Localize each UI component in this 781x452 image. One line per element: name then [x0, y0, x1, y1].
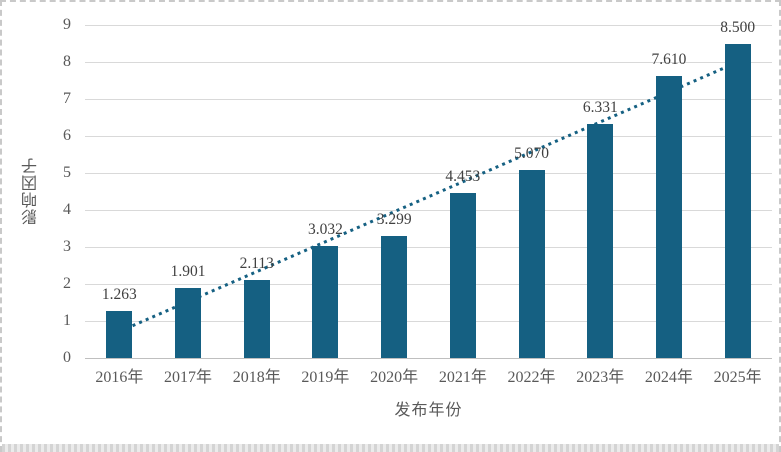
y-tick-label: 8: [63, 53, 71, 70]
gridline: [85, 135, 772, 137]
bar-value-label: 3.299: [376, 210, 412, 228]
gridline: [85, 283, 772, 285]
x-tick-label: 2024年: [644, 369, 693, 386]
x-axis-title: 发布年份: [394, 402, 463, 419]
bar-value-label: 4.453: [445, 168, 481, 186]
y-tick-label: 4: [63, 201, 71, 218]
bar: [655, 76, 682, 358]
bar-value-label: 8.500: [720, 18, 756, 36]
gridline: [85, 209, 772, 211]
x-tick-label: 2025年: [713, 369, 762, 386]
bar: [724, 43, 751, 358]
linear-trendline: [118, 60, 739, 333]
bar: [449, 193, 476, 358]
gridline: [85, 357, 772, 359]
x-tick-label: 2023年: [576, 369, 625, 386]
bar-value-label: 3.032: [308, 220, 343, 238]
x-tick-label: 2017年: [164, 369, 213, 386]
bar: [243, 279, 270, 358]
gridline: [85, 172, 772, 174]
bar: [175, 287, 202, 358]
bar: [381, 235, 408, 358]
bar-value-label: 6.331: [582, 98, 618, 116]
bar: [312, 245, 339, 358]
bar-value-label: 1.263: [101, 286, 137, 304]
y-tick-label: 5: [63, 164, 71, 181]
selection-border-strip: [2, 444, 779, 452]
y-tick-label: 9: [63, 16, 71, 33]
y-tick-label: 1: [63, 312, 71, 329]
y-tick-label: 2: [63, 275, 71, 292]
x-tick-label: 2020年: [370, 369, 419, 386]
bar: [106, 311, 133, 358]
x-tick-label: 2019年: [301, 369, 350, 386]
bar: [587, 123, 614, 358]
y-tick-label: 7: [63, 90, 71, 107]
gridline: [85, 246, 772, 248]
y-tick-label: 6: [63, 127, 71, 144]
gridline: [85, 320, 772, 322]
y-axis-title: 影响因子: [23, 157, 40, 226]
x-tick-label: 2022年: [507, 369, 556, 386]
gridline: [85, 24, 772, 26]
x-tick-label: 2021年: [438, 369, 487, 386]
y-tick-label: 0: [63, 349, 71, 366]
gridline: [85, 61, 772, 63]
gridline: [85, 98, 772, 100]
y-tick-label: 3: [63, 238, 71, 255]
plot-area: [85, 24, 772, 359]
bar-value-label: 2.113: [239, 254, 274, 272]
x-tick-label: 2018年: [232, 369, 281, 386]
bar-value-label: 5.070: [514, 145, 549, 163]
bar-value-label: 7.610: [651, 51, 687, 69]
x-tick-label: 2016年: [95, 369, 144, 386]
bar-value-label: 1.901: [170, 262, 206, 280]
bar: [518, 170, 545, 358]
